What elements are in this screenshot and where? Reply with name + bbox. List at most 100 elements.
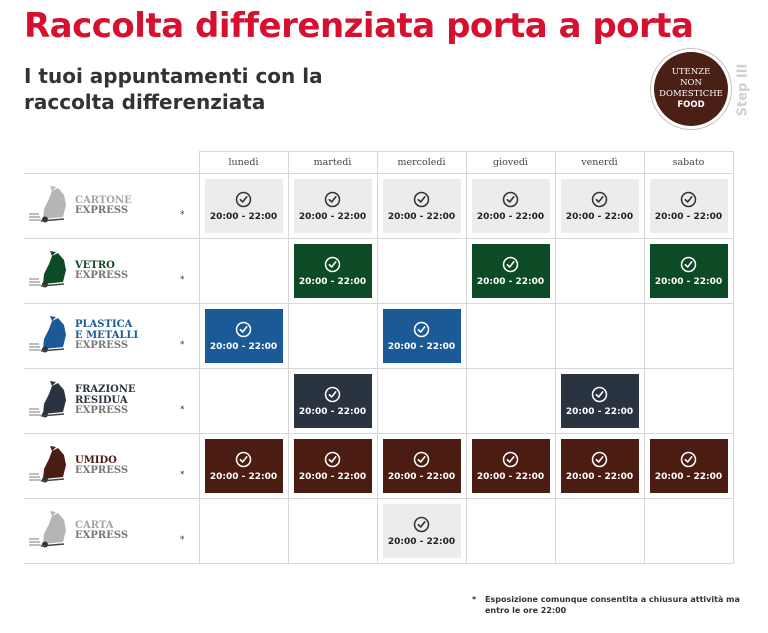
step-label: Step III [735, 63, 751, 117]
collection-slot: 20:00 - 22:00 [293, 179, 372, 233]
collection-slot: 20:00 - 22:00 [293, 244, 372, 298]
clock-check-icon [235, 191, 252, 207]
collection-time: 20:00 - 22:00 [387, 536, 456, 547]
schedule-cell-martedi: 20:00 - 22:00 [287, 173, 378, 239]
clock-check-icon [324, 386, 341, 402]
schedule-cell-mercoledi: 20:00 - 22:00 [376, 433, 467, 499]
material-row-carta: CARTA EXPRESS * 20:00 - 22:00 [24, 498, 734, 564]
asterisk-marker: * [180, 470, 185, 480]
material-name-line: RESIDUA [75, 394, 128, 406]
clock-check-icon [413, 516, 430, 532]
material-service-label: EXPRESS [75, 340, 129, 352]
clock-check-icon [324, 451, 341, 467]
asterisk-marker: * [180, 535, 185, 545]
collection-time: 20:00 - 22:00 [209, 211, 278, 222]
material-label-cell: FRAZIONE RESIDUA EXPRESS * [24, 368, 200, 434]
collection-slot: 20:00 - 22:00 [471, 439, 550, 493]
schedule-cell-martedi: 20:00 - 22:00 [287, 368, 378, 434]
asterisk-marker: * [180, 275, 185, 285]
clock-check-icon [502, 451, 519, 467]
clock-check-icon [680, 451, 697, 467]
collection-slot: 20:00 - 22:00 [560, 374, 639, 428]
clock-check-icon [324, 191, 341, 207]
material-name: CARTA EXPRESS [75, 499, 128, 563]
collection-time: 20:00 - 22:00 [387, 211, 456, 222]
material-label-cell: CARTA EXPRESS * [24, 498, 200, 564]
schedule-cell-mercoledi [376, 368, 467, 434]
material-service-label: EXPRESS [75, 205, 129, 216]
clock-check-icon [680, 191, 697, 207]
schedule-cell-sabato: 20:00 - 22:00 [643, 238, 734, 304]
footnote-text: Esposizione comunque consentita a chiusu… [485, 595, 740, 615]
collection-time: 20:00 - 22:00 [476, 471, 545, 482]
material-row-umido: UMIDO EXPRESS * 20:00 - 22:00 20:00 - 22:00 2… [24, 433, 734, 499]
clock-check-icon [235, 321, 252, 337]
collection-slot: 20:00 - 22:00 [382, 439, 461, 493]
material-name: FRAZIONE RESIDUA EXPRESS [75, 369, 136, 433]
schedule-cell-giovedi [465, 368, 556, 434]
clock-check-icon [680, 256, 697, 272]
page-subtitle: I tuoi appuntamenti con la raccolta diff… [24, 64, 323, 114]
asterisk-marker: * [180, 210, 185, 220]
collection-time: 20:00 - 22:00 [298, 406, 367, 417]
schedule-cell-sabato: 20:00 - 22:00 [643, 173, 734, 239]
material-name: VETRO EXPRESS [75, 239, 128, 303]
schedule-cell-sabato: 20:00 - 22:00 [643, 433, 734, 499]
schedule-cell-sabato [643, 303, 734, 369]
schedule-cell-lunedi: 20:00 - 22:00 [198, 303, 289, 369]
day-header-lunedi: lunedì [198, 151, 289, 174]
collection-slot: 20:00 - 22:00 [382, 179, 461, 233]
collection-time: 20:00 - 22:00 [387, 341, 456, 352]
schedule-cell-venerdi [554, 498, 645, 564]
material-row-plastica-e-metalli: PLASTICA E METALLI EXPRESS * 20:00 - 22:00 20… [24, 303, 734, 369]
material-name-line: FRAZIONE [75, 384, 136, 396]
badge-line-3: DOMESTICHE [659, 89, 723, 99]
asterisk-marker: * [180, 405, 185, 415]
collection-time: 20:00 - 22:00 [654, 471, 723, 482]
day-header-venerdi: venerdì [554, 151, 645, 174]
schedule-cell-mercoledi: 20:00 - 22:00 [376, 498, 467, 564]
collection-schedule-table: lunedì martedì mercoledì giovedì venerdì saba… [24, 151, 734, 564]
badge-line-4: FOOD [677, 100, 705, 110]
clock-check-icon [591, 191, 608, 207]
collection-time: 20:00 - 22:00 [298, 471, 367, 482]
schedule-cell-giovedi [465, 303, 556, 369]
schedule-cell-mercoledi: 20:00 - 22:00 [376, 173, 467, 239]
schedule-header-row: lunedì martedì mercoledì giovedì venerdì saba… [24, 151, 734, 174]
footnote-marker: * [472, 595, 477, 604]
waste-bag-trolley-icon [29, 381, 66, 418]
collection-time: 20:00 - 22:00 [654, 211, 723, 222]
collection-slot: 20:00 - 22:00 [649, 244, 728, 298]
collection-time: 20:00 - 22:00 [209, 471, 278, 482]
collection-slot: 20:00 - 22:00 [471, 244, 550, 298]
waste-bag-trolley-icon [29, 316, 66, 353]
schedule-cell-giovedi [465, 498, 556, 564]
collection-slot: 20:00 - 22:00 [204, 439, 283, 493]
clock-check-icon [591, 451, 608, 467]
material-label-cell: VETRO EXPRESS * [24, 238, 200, 304]
material-service-label: EXPRESS [75, 405, 129, 417]
corner-cell [24, 151, 200, 174]
clock-check-icon [324, 256, 341, 272]
day-header-martedi: martedì [287, 151, 378, 174]
collection-slot: 20:00 - 22:00 [293, 439, 372, 493]
clock-check-icon [235, 451, 252, 467]
asterisk-marker: * [180, 340, 185, 350]
schedule-cell-venerdi: 20:00 - 22:00 [554, 368, 645, 434]
schedule-cell-sabato [643, 368, 734, 434]
collection-slot: 20:00 - 22:00 [382, 309, 461, 363]
material-name: PLASTICA E METALLI EXPRESS [75, 304, 138, 368]
badge-line-2: NON [680, 78, 702, 88]
collection-slot: 20:00 - 22:00 [382, 504, 461, 558]
collection-time: 20:00 - 22:00 [387, 471, 456, 482]
material-service-label: EXPRESS [75, 465, 129, 476]
material-name-line: PLASTICA [75, 319, 133, 331]
schedule-cell-giovedi: 20:00 - 22:00 [465, 433, 556, 499]
waste-bag-trolley-icon [29, 511, 66, 548]
schedule-cell-lunedi: 20:00 - 22:00 [198, 173, 289, 239]
collection-time: 20:00 - 22:00 [565, 471, 634, 482]
material-label-cell: CARTONE EXPRESS * [24, 173, 200, 239]
material-row-cartone: CARTONE EXPRESS * 20:00 - 22:00 20:00 - 22:0… [24, 173, 734, 239]
collection-slot: 20:00 - 22:00 [204, 179, 283, 233]
clock-check-icon [413, 321, 430, 337]
